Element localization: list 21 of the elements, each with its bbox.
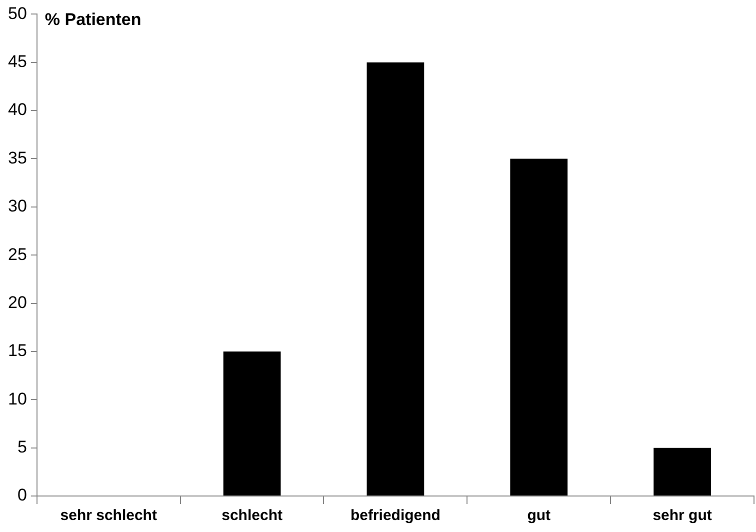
y-axis-title: % Patienten	[44, 10, 142, 29]
y-tick-label: 45	[8, 52, 27, 72]
bar	[654, 448, 711, 496]
x-tick-label: gut	[527, 507, 551, 524]
x-tick-label: sehr gut	[652, 507, 712, 524]
y-tick-label: 20	[8, 292, 27, 312]
y-tick-label: 35	[8, 148, 27, 168]
y-tick-label: 5	[17, 438, 27, 457]
bar	[366, 62, 424, 496]
y-tick-label: 40	[8, 100, 27, 120]
y-tick-label: 15	[8, 341, 27, 360]
y-tick-label: 0	[17, 486, 27, 505]
y-tick-label: 25	[8, 244, 27, 264]
x-tick-label: sehr schlecht	[60, 507, 157, 524]
y-tick-label: 30	[8, 196, 27, 216]
bar	[223, 351, 281, 496]
y-tick-label: 10	[8, 389, 27, 408]
y-tick-label: 50	[8, 4, 27, 23]
x-tick-label: schlecht	[222, 507, 282, 524]
x-tick-label: befriedigend	[350, 507, 440, 524]
bar	[510, 158, 568, 496]
